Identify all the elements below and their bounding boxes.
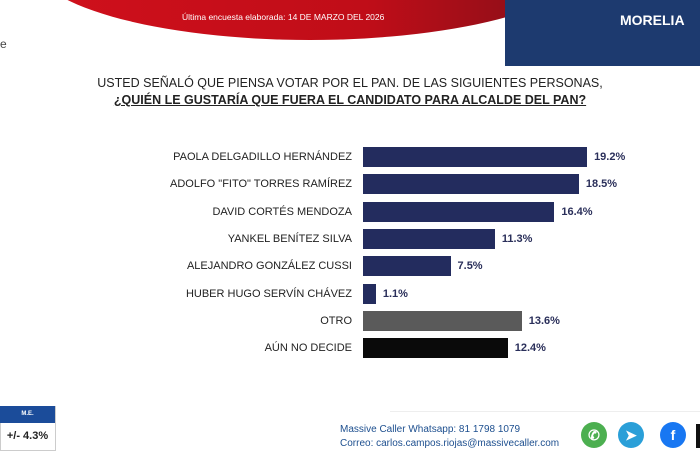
bar xyxy=(363,174,579,195)
bar xyxy=(363,283,376,304)
category-label: ALEJANDRO GONZÁLEZ CUSSI xyxy=(186,260,352,273)
category-label: AÚN NO DECIDE xyxy=(264,342,352,355)
category-label: ADOLFO "FITO" TORRES RAMÍREZ xyxy=(170,178,352,191)
bar xyxy=(363,201,555,222)
value-label: 18.5% xyxy=(585,178,618,191)
city-label: MORELIA xyxy=(620,12,685,28)
margin-error-label: M.E. xyxy=(0,406,55,423)
chart-subtitle: ¿QUIÉN LE GUSTARÍA QUE FUERA EL CANDIDAT… xyxy=(113,93,587,107)
category-label: DAVID CORTÉS MENDOZA xyxy=(212,205,352,218)
value-label: 7.5% xyxy=(457,260,483,273)
bar xyxy=(363,310,522,331)
edge-icon xyxy=(696,424,700,448)
footer-divider xyxy=(390,411,700,412)
value-label: 16.4% xyxy=(561,205,593,218)
whatsapp-icon[interactable]: ✆ xyxy=(581,422,607,448)
header-banner-blue xyxy=(505,0,700,66)
chart-title: USTED SEÑALÓ QUE PIENSA VOTAR POR EL PAN… xyxy=(97,76,603,90)
survey-date: Última encuesta elaborada: 14 DE MARZO D… xyxy=(182,12,385,22)
bar xyxy=(363,256,451,277)
margin-error-value: +/- 4.3% xyxy=(6,430,49,442)
category-label: YANKEL BENÍTEZ SILVA xyxy=(227,232,352,245)
telegram-icon[interactable]: ➤ xyxy=(618,422,644,448)
whatsapp-contact: Massive Caller Whatsapp: 81 1798 1079 xyxy=(340,424,521,435)
value-label: 1.1% xyxy=(382,287,408,300)
bar xyxy=(363,228,495,249)
category-label: PAOLA DELGADILLO HERNÁNDEZ xyxy=(173,151,352,163)
category-label: OTRO xyxy=(320,314,352,327)
facebook-icon[interactable]: f xyxy=(660,422,686,448)
category-label: HUBER HUGO SERVÍN CHÁVEZ xyxy=(185,287,352,300)
bar xyxy=(363,147,588,167)
value-label: 19.2% xyxy=(594,151,626,163)
value-label: 12.4% xyxy=(514,342,546,355)
value-label: 11.3% xyxy=(501,232,533,245)
edge-text: e xyxy=(0,37,7,51)
bar xyxy=(363,338,508,359)
value-label: 13.6% xyxy=(528,314,560,327)
email-contact: Correo: carlos.campos.riojas@massivecall… xyxy=(340,438,560,449)
